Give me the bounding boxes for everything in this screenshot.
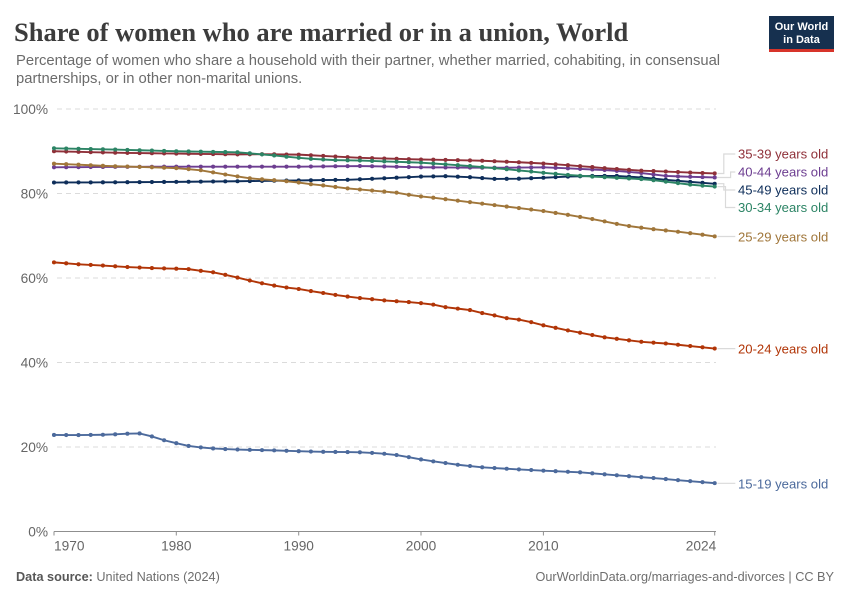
svg-text:40-44 years old: 40-44 years old bbox=[738, 165, 828, 180]
svg-text:15-19 years old: 15-19 years old bbox=[738, 477, 828, 492]
svg-text:45-49 years old: 45-49 years old bbox=[738, 183, 828, 198]
svg-text:100%: 100% bbox=[13, 102, 48, 117]
svg-text:0%: 0% bbox=[28, 525, 48, 540]
svg-text:1980: 1980 bbox=[161, 539, 192, 554]
svg-text:25-29 years old: 25-29 years old bbox=[738, 230, 828, 245]
svg-text:40%: 40% bbox=[21, 356, 48, 371]
svg-text:1970: 1970 bbox=[54, 539, 85, 554]
svg-text:60%: 60% bbox=[21, 271, 48, 286]
svg-text:20-24 years old: 20-24 years old bbox=[738, 342, 828, 357]
svg-text:2010: 2010 bbox=[528, 539, 559, 554]
svg-text:35-39 years old: 35-39 years old bbox=[738, 147, 828, 162]
svg-text:20%: 20% bbox=[21, 440, 48, 455]
svg-text:30-34 years old: 30-34 years old bbox=[738, 200, 828, 215]
svg-text:2000: 2000 bbox=[406, 539, 437, 554]
svg-text:80%: 80% bbox=[21, 187, 48, 202]
svg-text:1990: 1990 bbox=[283, 539, 314, 554]
svg-text:2024: 2024 bbox=[686, 539, 717, 554]
